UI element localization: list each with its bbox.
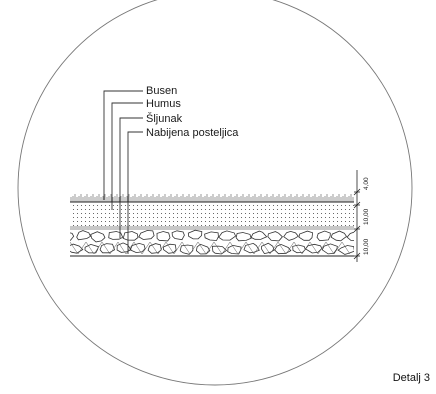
gravel-stone [292, 244, 306, 254]
label-humus: Humus [146, 98, 181, 110]
gravel-stone [298, 230, 314, 241]
gravel-stone [330, 230, 348, 242]
section-layers [70, 192, 354, 257]
gravel-stone [346, 231, 354, 241]
gravel-stone [211, 245, 228, 255]
gravel-stone [274, 243, 292, 255]
leader-lines [103, 90, 143, 254]
gravel-stone [162, 243, 177, 254]
gravel-stone [108, 231, 124, 240]
gravel-stone [99, 243, 116, 254]
gravel-stone [283, 230, 299, 241]
gravel-stone [218, 230, 237, 241]
gravel-layer [70, 229, 354, 255]
gravel-stone [70, 232, 75, 241]
gravel-stone [70, 243, 84, 254]
sod-layer [70, 192, 354, 202]
gravel-stone [321, 243, 338, 255]
gravel-stone [156, 231, 171, 242]
gravel-stone [76, 230, 92, 241]
gravel-stone [267, 231, 283, 242]
gravel-stone [179, 244, 194, 255]
dimension-line [353, 170, 361, 262]
detail-caption: Detalj 3 [392, 372, 430, 384]
gravel-stone [316, 230, 331, 242]
topsoil-layer [70, 202, 354, 227]
label-busen: Busen [146, 85, 177, 97]
gravel-stone [90, 231, 106, 243]
gravel-stone [235, 232, 252, 242]
gravel-stone [243, 242, 260, 254]
label-posteljica: Nabijena posteljica [146, 127, 239, 139]
gravel-stone [195, 243, 211, 255]
gravel-stone [204, 231, 219, 241]
gravel-stone [116, 242, 132, 253]
gravel-stone [260, 242, 275, 255]
gravel-stone [129, 242, 146, 254]
gravel-stone [250, 230, 268, 240]
dimension-bottom: 10,00 [363, 238, 370, 255]
gravel-stone [138, 230, 155, 240]
gravel-hatch [70, 241, 351, 255]
gravel-stone [84, 243, 100, 254]
gravel-stone [337, 245, 354, 255]
label-sljunak: Šljunak [146, 112, 183, 125]
gravel-stone [187, 229, 203, 240]
gravel-stone [122, 231, 139, 241]
gravel-stone [227, 244, 242, 255]
gravel-stone [171, 230, 185, 241]
dimension-middle: 10,00 [363, 208, 370, 225]
detail-circle [17, 0, 413, 386]
dimension-top: 4,00 [363, 177, 370, 190]
